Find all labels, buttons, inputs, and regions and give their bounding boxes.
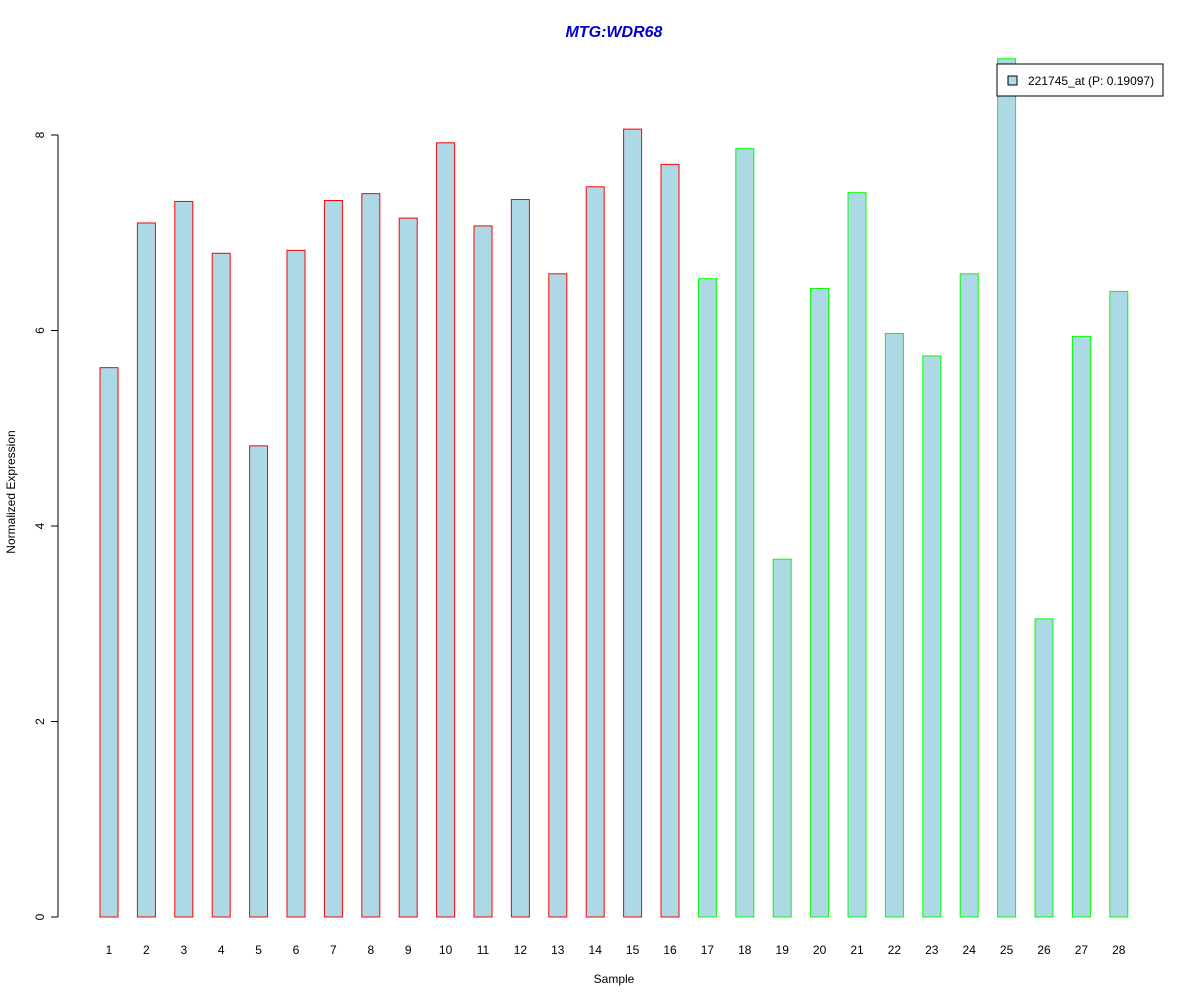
y-tick-label: 0 bbox=[33, 913, 47, 920]
x-tick-label: 22 bbox=[888, 943, 902, 957]
bar-sample-3 bbox=[174, 200, 194, 918]
x-tick-label: 14 bbox=[589, 943, 603, 957]
x-tick-label: 19 bbox=[776, 943, 790, 957]
x-tick-label: 4 bbox=[218, 943, 225, 957]
x-tick-label: 24 bbox=[963, 943, 977, 957]
x-tick-label: 13 bbox=[551, 943, 565, 957]
y-tick-label: 6 bbox=[33, 327, 47, 334]
bar-sample-22 bbox=[884, 332, 904, 918]
bar-sample-27 bbox=[1071, 335, 1091, 918]
legend-box bbox=[996, 63, 1164, 97]
bar-sample-10 bbox=[436, 142, 456, 918]
bar-sample-2 bbox=[136, 222, 156, 918]
bar-sample-14 bbox=[585, 186, 605, 918]
bar-sample-4 bbox=[211, 252, 231, 918]
x-tick-label: 3 bbox=[180, 943, 187, 957]
bar-sample-8 bbox=[361, 193, 381, 918]
bar-sample-17 bbox=[697, 278, 717, 918]
bar-sample-20 bbox=[810, 287, 830, 918]
x-tick-label: 15 bbox=[626, 943, 640, 957]
x-tick-label: 12 bbox=[514, 943, 528, 957]
bar-sample-13 bbox=[548, 273, 568, 918]
chart-title: MTG:WDR68 bbox=[566, 24, 663, 41]
legend-swatch bbox=[1007, 75, 1018, 86]
bar-sample-9 bbox=[398, 217, 418, 918]
x-tick-label: 8 bbox=[367, 943, 374, 957]
x-tick-label: 18 bbox=[738, 943, 752, 957]
bar-sample-26 bbox=[1034, 618, 1054, 918]
legend-label: 221745_at (P: 0.19097) bbox=[1028, 74, 1154, 88]
x-tick-label: 1 bbox=[106, 943, 113, 957]
bar-sample-7 bbox=[323, 199, 343, 918]
bar-sample-6 bbox=[286, 249, 306, 918]
y-axis-title: Normalized Expression bbox=[4, 430, 18, 553]
bar-sample-12 bbox=[510, 199, 530, 918]
x-tick-label: 16 bbox=[663, 943, 677, 957]
bars-group bbox=[99, 58, 1129, 918]
bar-sample-5 bbox=[249, 445, 269, 918]
x-tick-label: 27 bbox=[1075, 943, 1089, 957]
bar-sample-18 bbox=[735, 148, 755, 918]
x-tick-label: 7 bbox=[330, 943, 337, 957]
x-tick-label: 9 bbox=[405, 943, 412, 957]
x-tick-label: 11 bbox=[477, 943, 490, 957]
bar-sample-23 bbox=[922, 355, 942, 918]
y-tick-label: 8 bbox=[33, 131, 47, 138]
x-tick-label: 17 bbox=[701, 943, 715, 957]
x-tick-label: 10 bbox=[439, 943, 453, 957]
bar-sample-19 bbox=[772, 558, 792, 918]
y-tick-label: 4 bbox=[33, 522, 47, 529]
bar-sample-16 bbox=[660, 163, 680, 918]
bar-sample-28 bbox=[1109, 290, 1129, 918]
x-tick-label: 2 bbox=[143, 943, 150, 957]
bar-sample-11 bbox=[473, 225, 493, 918]
x-tick-label: 5 bbox=[255, 943, 262, 957]
x-tick-label: 21 bbox=[850, 943, 864, 957]
x-tick-label: 28 bbox=[1112, 943, 1126, 957]
y-tick-label: 2 bbox=[33, 718, 47, 725]
x-tick-label: 6 bbox=[293, 943, 300, 957]
x-tick-label: 23 bbox=[925, 943, 939, 957]
bar-sample-21 bbox=[847, 192, 867, 918]
bar-sample-1 bbox=[99, 367, 119, 918]
bar-sample-25 bbox=[997, 58, 1017, 918]
x-tick-labels: 1 2 3 4 5 6 7 8 9 10 11 12 13 14 15 16 17 18 19 20 21 22 23 24 2… bbox=[106, 943, 1126, 957]
legend: 221745_at (P: 0.19097) bbox=[996, 63, 1164, 97]
bar-sample-15 bbox=[623, 128, 643, 918]
x-tick-label: 20 bbox=[813, 943, 827, 957]
x-tick-label: 26 bbox=[1037, 943, 1051, 957]
y-axis: 0 2 4 6 8 bbox=[33, 131, 59, 920]
bar-sample-24 bbox=[959, 273, 979, 918]
x-tick-label: 25 bbox=[1000, 943, 1014, 957]
x-axis-title: Sample bbox=[594, 972, 635, 986]
